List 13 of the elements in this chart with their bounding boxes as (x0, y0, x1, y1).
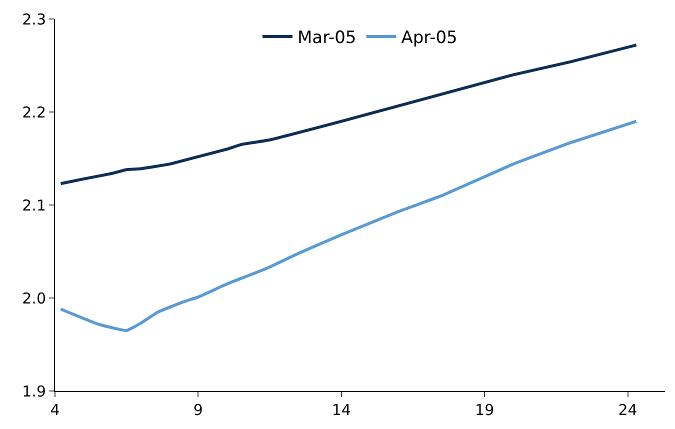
x-tick-label: 19 (475, 401, 494, 419)
legend-label: Apr-05 (401, 28, 458, 48)
y-tick-label: 2.2 (22, 103, 46, 122)
x-tick-label: 9 (193, 401, 203, 419)
y-tick-label: 1.9 (22, 382, 46, 400)
y-tick-label: 2.1 (22, 196, 46, 214)
x-tick-label: 4 (50, 401, 60, 419)
y-tick-label: 2.0 (22, 289, 46, 308)
x-tick-label: 24 (618, 401, 638, 419)
x-tick-label: 14 (332, 401, 351, 419)
line-series (59, 120, 638, 332)
legend-label: Mar-05 (298, 28, 356, 48)
y-tick-label: 2.3 (22, 10, 46, 28)
